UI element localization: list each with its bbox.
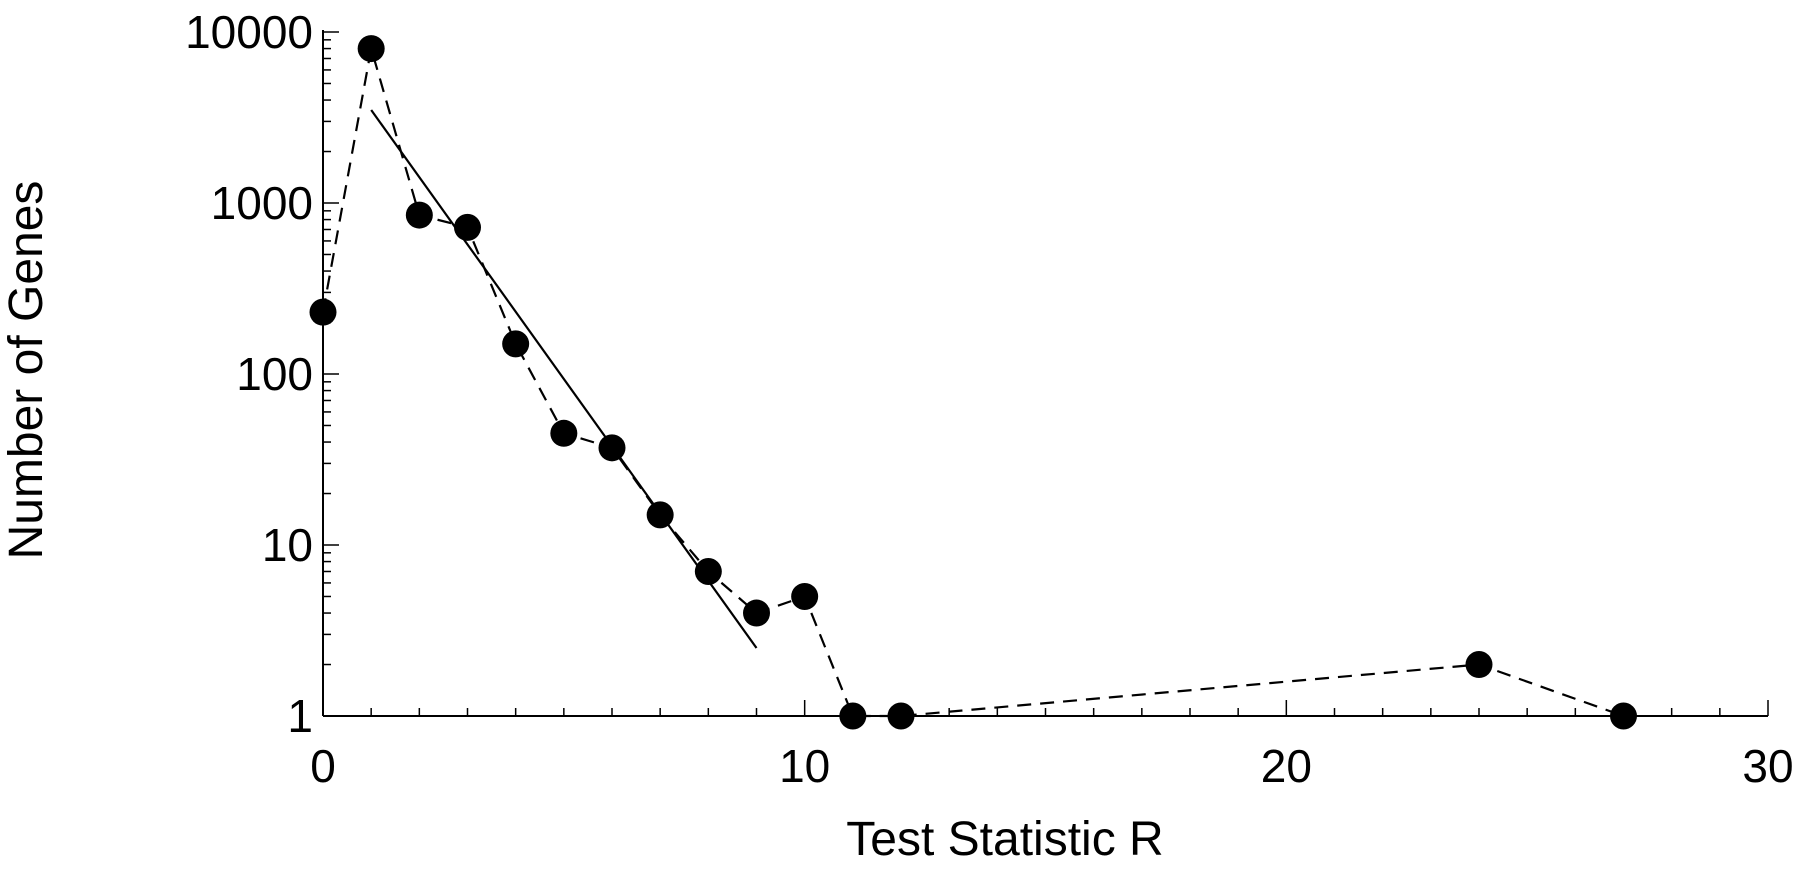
data-point-7 [646,501,674,529]
y-tick-label: 1 [287,690,313,742]
x-tick-label: 20 [1261,740,1312,792]
x-tick-label: 30 [1742,740,1793,792]
y-tick-label: 10000 [185,6,313,58]
x-tick-label: 10 [779,740,830,792]
tick-labels: 0 10 20 30 1 10 100 1000 10000 [185,6,1794,792]
data-point-12 [887,702,915,730]
x-axis-title: Test Statistic R [846,813,1163,866]
dashed-series-line [321,48,1624,718]
data-point-1 [357,35,385,63]
data-point-4 [502,330,530,358]
ticks [322,31,1769,717]
data-point-5 [550,419,578,447]
y-axis-title: Number of Genes [0,181,53,560]
y-tick-label: 10 [262,519,313,571]
y-tick-label: 1000 [211,177,313,229]
data-point-9 [743,599,770,627]
data-point-6 [598,434,626,462]
axes [322,30,1768,717]
x-tick-label: 0 [310,740,336,792]
data-point-11 [839,702,867,730]
y-tick-label: 100 [236,348,313,400]
data-point-24 [1465,651,1493,679]
data-point-8 [694,557,722,585]
series-lines [321,48,1624,718]
series-points [309,35,1637,730]
solid-fit-line [370,109,758,649]
data-point-10 [791,582,819,610]
data-point-0 [309,298,337,326]
data-point-2 [405,201,433,229]
data-point-27 [1610,702,1637,730]
data-point-3 [454,213,481,241]
